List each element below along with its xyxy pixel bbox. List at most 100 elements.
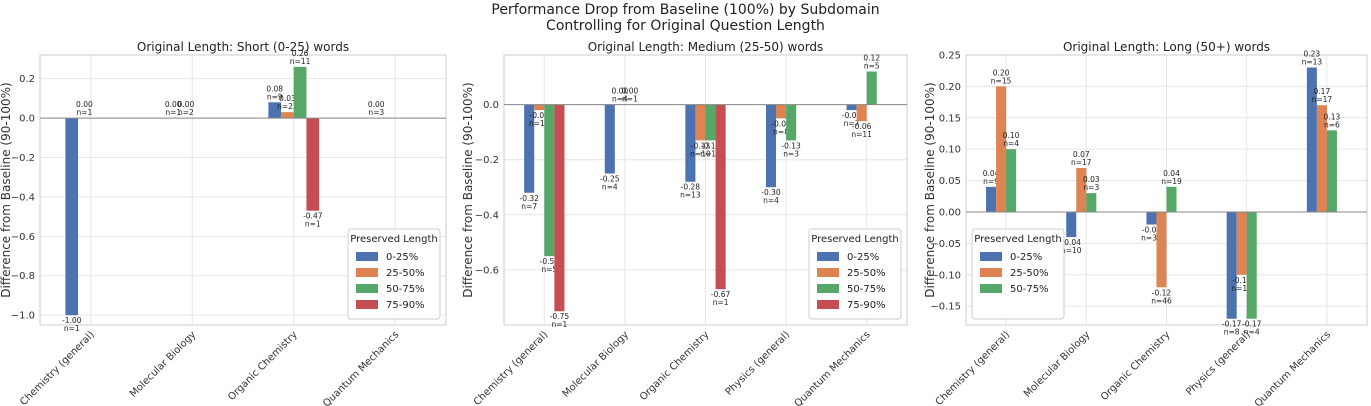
y-tick-label: −0.4 bbox=[475, 210, 499, 221]
legend-label: 75-90% bbox=[847, 300, 886, 311]
bar-count-label: n=13 bbox=[1302, 58, 1323, 67]
bar-75-90% bbox=[715, 104, 726, 290]
legend-swatch bbox=[817, 300, 839, 309]
bar-count-label: n=8 bbox=[773, 127, 789, 136]
panel-title: Original Length: Long (50+) words bbox=[1063, 40, 1270, 54]
legend-label: 25-50% bbox=[847, 268, 886, 279]
legend-label: 50-75% bbox=[1010, 284, 1049, 295]
bar-value-label: 0.03 bbox=[279, 94, 296, 103]
legend-label: 50-75% bbox=[847, 284, 886, 295]
plot-frame bbox=[503, 54, 908, 326]
x-tick-label: Chemistry (general) bbox=[934, 329, 1013, 406]
bar-25-50% bbox=[776, 104, 787, 119]
bar-value-label: -0.02 bbox=[1142, 226, 1162, 235]
bar-value-label: 0.26 bbox=[292, 49, 309, 58]
bar-count-label: n=4 bbox=[1244, 328, 1260, 337]
legend-label: 0-25% bbox=[386, 252, 418, 263]
bar-count-label: n=13 bbox=[700, 149, 721, 158]
bar-value-label: -1.00 bbox=[62, 316, 82, 325]
bar-75-90% bbox=[554, 104, 565, 312]
bar-value-label: -0.25 bbox=[600, 174, 620, 183]
bar-value-label: 0.23 bbox=[1304, 50, 1321, 59]
bar-value-label: 0.13 bbox=[1324, 112, 1341, 121]
chart-panel-3: Original Length: Long (50+) words 0.25 0.2… bbox=[923, 40, 1368, 406]
y-tick-label: 0.2 bbox=[19, 74, 35, 85]
bar-50-75% bbox=[1166, 186, 1177, 212]
legend-label: 0-25% bbox=[1010, 252, 1042, 263]
bar-value-label: -0.04 bbox=[1062, 238, 1082, 247]
bar-value-label: -0.67 bbox=[711, 290, 731, 299]
y-tick-label: 0.10 bbox=[939, 145, 961, 156]
legend-swatch bbox=[817, 268, 839, 277]
bar-50-75% bbox=[866, 71, 877, 105]
bar-25-50% bbox=[281, 112, 294, 119]
y-tick-label: 0.20 bbox=[939, 82, 961, 93]
bar-25-50% bbox=[1236, 211, 1247, 275]
x-tick-label: Quantum Mechanics bbox=[1253, 329, 1333, 406]
legend: Preserved Length 0-25% 25-50% 50-75% 75-90% bbox=[808, 228, 902, 320]
bar-count-label: n=7 bbox=[844, 119, 860, 128]
legend-swatch bbox=[980, 268, 1002, 277]
bar-value-label: -0.05 bbox=[771, 119, 791, 128]
bar-50-75% bbox=[1086, 193, 1097, 212]
bar-value-label: 0.00 bbox=[368, 100, 385, 109]
x-tick-label: Molecular Biology bbox=[128, 329, 199, 400]
bar-value-label: 0.07 bbox=[1073, 150, 1090, 159]
bar-0-25% bbox=[1066, 211, 1077, 238]
bar-count-label: n=10 bbox=[690, 149, 711, 158]
bar-25-50% bbox=[996, 86, 1007, 212]
bar-count-label: n=46 bbox=[1151, 296, 1172, 305]
legend-title: Preserved Length bbox=[350, 234, 437, 245]
y-axis-label: Difference from Baseline (90-100%) bbox=[461, 82, 475, 297]
bar-25-50% bbox=[534, 104, 545, 111]
bar-count-label: n=1 bbox=[77, 108, 93, 117]
bar-value-label: 0.20 bbox=[993, 68, 1010, 77]
bar-value-label: -0.13 bbox=[781, 141, 801, 150]
legend-label: 0-25% bbox=[847, 252, 879, 263]
x-tick-label: Organic Chemistry bbox=[1099, 329, 1173, 403]
y-tick-label: 0.25 bbox=[939, 51, 961, 62]
y-axis-label: Difference from Baseline (90-100%) bbox=[923, 82, 937, 297]
bar-50-75% bbox=[705, 104, 716, 141]
bar-0-25% bbox=[1306, 67, 1317, 212]
y-tick-label: 0.0 bbox=[483, 100, 499, 111]
bar-value-label: -0.47 bbox=[303, 212, 323, 221]
bar-count-label: n=10 bbox=[1061, 246, 1082, 255]
panel-title: Original Length: Short (0-25) words bbox=[137, 40, 349, 54]
chart-panel-2: Original Length: Medium (25-50) words 0.0… bbox=[461, 40, 908, 406]
bar-count-label: n=3 bbox=[368, 108, 384, 117]
bar-count-label: n=4 bbox=[1003, 139, 1019, 148]
bar-count-label: n=5 bbox=[541, 265, 557, 274]
bar-25-50% bbox=[1156, 211, 1167, 288]
legend-swatch bbox=[356, 300, 378, 309]
bar-count-label: n=1 bbox=[64, 324, 80, 333]
bar-value-label: -0.28 bbox=[681, 183, 701, 192]
y-tick-label: −0.6 bbox=[11, 232, 35, 243]
bar-count-label: n=9 bbox=[267, 92, 283, 101]
legend-label: 75-90% bbox=[386, 300, 425, 311]
panel-title: Original Length: Medium (25-50) words bbox=[588, 40, 824, 54]
legend-swatch bbox=[817, 284, 839, 293]
bar-25-50% bbox=[1076, 168, 1087, 212]
bar-0-25% bbox=[685, 104, 696, 182]
bar-count-label: n=33 bbox=[1141, 234, 1162, 243]
bar-count-label: n=15 bbox=[991, 76, 1012, 85]
y-tick-label: −0.15 bbox=[930, 302, 961, 313]
bar-value-label: -0.13 bbox=[701, 141, 721, 150]
bar-count-label: n=6 bbox=[1324, 120, 1340, 129]
bar-value-label: 0.12 bbox=[863, 54, 880, 63]
bar-count-label: n=5 bbox=[864, 62, 880, 71]
y-tick-label: −0.4 bbox=[11, 192, 35, 203]
bar-50-75% bbox=[1326, 130, 1337, 212]
x-tick-label: Physics (general) bbox=[724, 329, 793, 398]
y-tick-label: 0.00 bbox=[939, 207, 961, 218]
x-tick-label: Physics (general) bbox=[1184, 329, 1253, 398]
bar-0-25% bbox=[604, 104, 615, 174]
bar-count-label: n=17 bbox=[1071, 158, 1092, 167]
bar-50-75% bbox=[786, 104, 797, 141]
x-tick-label: Chemistry (general) bbox=[18, 329, 97, 406]
bar-value-label: -0.06 bbox=[852, 122, 872, 131]
bar-count-label: n=17 bbox=[1312, 95, 1333, 104]
legend: Preserved Length 0-25% 25-50% 50-75% bbox=[971, 228, 1065, 320]
